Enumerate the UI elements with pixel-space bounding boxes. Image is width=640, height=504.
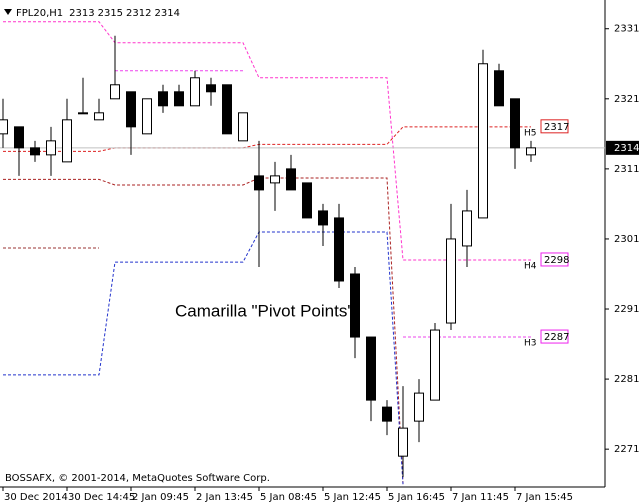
candle-body [350, 273, 360, 338]
candle-body [110, 84, 120, 100]
level-box [540, 329, 569, 344]
pivot-line [3, 21, 531, 261]
pivot-line [3, 177, 404, 485]
candle-body [30, 147, 40, 156]
candle-body [478, 63, 488, 219]
level-box [540, 119, 569, 134]
candle-body [14, 126, 24, 149]
candle-body [254, 175, 264, 191]
annotation: Camarilla "Pivot Points" [175, 301, 353, 320]
x-tick-label: 5 Jan 08:45 [260, 492, 317, 503]
price-tag-label: 2314 [614, 143, 639, 154]
candle-body [78, 112, 88, 115]
y-tick-label: 2271 [614, 444, 639, 455]
candle-body [494, 70, 504, 107]
candle-body [0, 119, 8, 135]
level-name: H4 [524, 261, 537, 271]
candle-body [190, 77, 200, 107]
pivot-line [3, 126, 531, 152]
candle-body [62, 119, 72, 163]
candle-body [526, 147, 536, 156]
y-tick-label: 2331 [614, 24, 639, 35]
candle-body [414, 392, 424, 422]
candle-body [430, 329, 440, 401]
x-tick-label: 5 Jan 16:45 [388, 492, 445, 503]
symbol: FPL20,H1 [16, 8, 63, 19]
candle-body [334, 217, 344, 282]
y-tick-label: 2311 [614, 164, 639, 175]
candle-body [270, 175, 280, 184]
menu-triangle [4, 9, 12, 15]
header-open: 2313 [69, 8, 94, 19]
candle-body [462, 210, 472, 247]
candle-body [286, 168, 296, 191]
candle-body [142, 98, 152, 135]
candle-body [222, 84, 232, 135]
x-tick-label: 7 Jan 11:45 [452, 492, 509, 503]
x-tick-label: 5 Jan 12:45 [324, 492, 381, 503]
candle-body [366, 336, 376, 401]
level-box [540, 252, 569, 267]
candle-body [158, 91, 168, 107]
candle-body [302, 182, 312, 219]
candle-body [126, 91, 136, 128]
chart-header: FPL20,H1 2313 2315 2312 2314 [16, 8, 180, 19]
y-tick-label: 2321 [614, 94, 639, 105]
candle-body [318, 210, 328, 226]
candle-body [510, 98, 520, 149]
level-value: 2298 [544, 255, 569, 266]
candle-body [46, 140, 56, 156]
candle-body [382, 406, 392, 422]
y-tick-label: 2281 [614, 374, 639, 385]
level-name: H5 [524, 128, 537, 138]
level-name: H3 [524, 339, 537, 349]
x-tick-label: 30 Dec 14:45 [68, 492, 135, 503]
header-high: 2315 [98, 8, 123, 19]
candle-body [446, 238, 456, 324]
y-tick-label: 2301 [614, 234, 639, 245]
x-tick-label: 7 Jan 15:45 [516, 492, 573, 503]
candle-body [238, 112, 248, 142]
footer: BOSSAFX, © 2001-2014, MetaQuotes Softwar… [5, 473, 270, 484]
pivot-line [3, 231, 404, 485]
level-value: 2317 [544, 122, 569, 133]
header-close: 2314 [155, 8, 180, 19]
x-tick-label: 2 Jan 09:45 [132, 492, 189, 503]
header-low: 2312 [126, 8, 151, 19]
x-tick-label: 2 Jan 13:45 [196, 492, 253, 503]
candle-body [206, 84, 216, 93]
price-tag [606, 140, 639, 155]
candle-body [94, 112, 104, 121]
candle-body [398, 427, 408, 457]
candle-body [174, 91, 184, 107]
y-tick-label: 2291 [614, 304, 639, 315]
level-value: 2287 [544, 332, 569, 343]
x-tick-label: 30 Dec 2014 [4, 492, 68, 503]
